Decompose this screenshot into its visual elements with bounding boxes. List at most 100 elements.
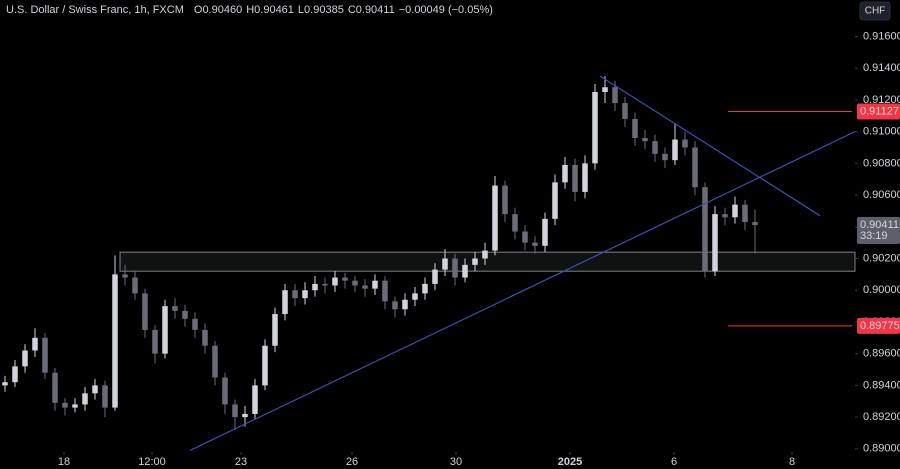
plot-area bbox=[2, 75, 856, 451]
candle-body bbox=[342, 277, 348, 281]
candle-body bbox=[382, 280, 388, 302]
y-tick-label: 0.90800 bbox=[863, 157, 900, 169]
candle-body bbox=[442, 258, 448, 270]
y-tick-label: 0.89000 bbox=[863, 443, 900, 455]
candle-body bbox=[32, 337, 38, 351]
trendline bbox=[189, 131, 856, 451]
candle-body bbox=[202, 329, 208, 346]
y-tick-label: 0.90600 bbox=[863, 189, 900, 201]
candle-body bbox=[462, 264, 468, 278]
x-tick-label: 18 bbox=[58, 456, 70, 468]
candle-body bbox=[732, 204, 738, 218]
candle-body bbox=[152, 329, 158, 354]
candle-body bbox=[502, 185, 508, 215]
candle-body bbox=[702, 187, 708, 272]
candle-body bbox=[552, 182, 558, 219]
y-tick-label: 0.89400 bbox=[863, 379, 900, 391]
candle-body bbox=[2, 382, 8, 386]
current-price-tag bbox=[857, 217, 900, 245]
x-tick-label: 23 bbox=[235, 456, 247, 468]
legend-value: 0.90461 bbox=[254, 4, 294, 16]
candle-body bbox=[182, 310, 188, 319]
current-price-label: 0.90411 bbox=[860, 219, 899, 231]
candle-body bbox=[692, 147, 698, 188]
candle-body bbox=[352, 280, 358, 286]
candle-body bbox=[662, 153, 668, 161]
legend-key: L bbox=[298, 4, 304, 16]
candle-body bbox=[362, 285, 368, 289]
price-tag bbox=[857, 103, 900, 120]
x-tick-label: 6 bbox=[671, 456, 677, 468]
y-tick-label: 0.89600 bbox=[863, 348, 900, 360]
currency-button[interactable] bbox=[859, 1, 891, 21]
candle-body bbox=[672, 139, 678, 161]
candle-body bbox=[612, 87, 618, 104]
y-tick-label: 0.91000 bbox=[863, 126, 900, 138]
candle-body bbox=[142, 293, 148, 330]
candle-body bbox=[172, 306, 178, 311]
candle-body bbox=[652, 141, 658, 154]
candle-body bbox=[72, 404, 78, 408]
candle-body bbox=[42, 337, 48, 373]
x-tick-label: 2025 bbox=[558, 456, 582, 468]
candle-body bbox=[742, 204, 748, 223]
candle-body bbox=[322, 283, 328, 286]
candle-body bbox=[112, 274, 118, 408]
candle-body bbox=[282, 290, 288, 315]
y-tick-label: 0.90200 bbox=[863, 252, 900, 264]
candle-body bbox=[302, 290, 308, 299]
candle-body bbox=[602, 87, 608, 92]
candle-body bbox=[582, 163, 588, 192]
candle-body bbox=[472, 258, 478, 265]
candle-body bbox=[372, 280, 378, 289]
x-tick-label: 12:00 bbox=[138, 456, 166, 468]
y-tick-label: 0.91200 bbox=[863, 94, 900, 106]
candle-body bbox=[622, 103, 628, 119]
legend-key: C bbox=[348, 4, 356, 16]
candle-body bbox=[712, 214, 718, 272]
candle-body bbox=[452, 258, 458, 278]
candle-body bbox=[312, 283, 318, 291]
candle-body bbox=[402, 299, 408, 310]
candle-body bbox=[162, 306, 168, 354]
legend-change: −0.00049 (−0.05%) bbox=[399, 4, 493, 16]
currency-label[interactable]: CHF bbox=[865, 6, 886, 17]
candle-body bbox=[752, 222, 758, 226]
candle-body bbox=[22, 350, 28, 367]
candle-body bbox=[632, 118, 638, 138]
chart-title: U.S. Dollar / Swiss Franc, 1h, FXCM bbox=[6, 4, 184, 16]
candle-body bbox=[252, 385, 258, 414]
price-tag-label: 0.91127 bbox=[860, 105, 899, 117]
legend-key: O bbox=[194, 4, 203, 16]
candle-body bbox=[422, 283, 428, 294]
legend-value: 0.90411 bbox=[356, 4, 395, 16]
candle-body bbox=[292, 290, 298, 299]
candle-body bbox=[92, 385, 98, 394]
candle-body bbox=[412, 293, 418, 300]
legend-key: H bbox=[246, 4, 254, 16]
x-tick-label: 8 bbox=[789, 456, 795, 468]
price-tag-label: 0.89775 bbox=[860, 320, 900, 332]
candle-body bbox=[542, 218, 548, 246]
candle-body bbox=[192, 318, 198, 330]
candle-body bbox=[592, 91, 598, 164]
y-tick-label: 0.91400 bbox=[863, 62, 900, 74]
candle-body bbox=[82, 393, 88, 405]
candle-body bbox=[62, 402, 68, 408]
candle-body bbox=[532, 242, 538, 246]
trendline bbox=[599, 75, 821, 217]
candle-body bbox=[132, 277, 138, 294]
candle-body bbox=[562, 164, 568, 183]
candle-body bbox=[12, 366, 18, 383]
header: U.S. Dollar / Swiss Franc, 1h, FXCM O 0.9… bbox=[6, 4, 493, 16]
candle-body bbox=[392, 301, 398, 310]
candle-body bbox=[432, 269, 438, 284]
candle-body bbox=[272, 314, 278, 346]
price-axis: 0.890000.892000.894000.896000.898000.900… bbox=[58, 30, 900, 468]
candle-body bbox=[512, 214, 518, 232]
countdown-label: 33:19 bbox=[860, 230, 888, 242]
price-tag bbox=[857, 317, 900, 334]
y-tick-label: 0.89200 bbox=[863, 411, 900, 423]
